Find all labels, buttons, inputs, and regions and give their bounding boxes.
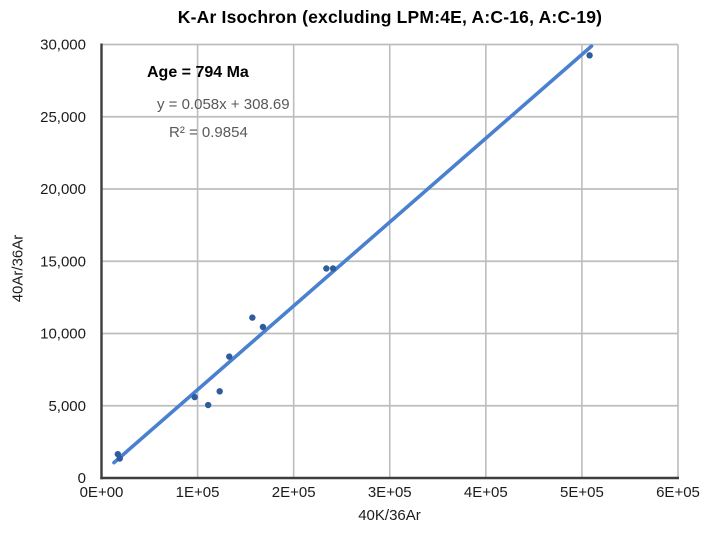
x-tick-label: 5E+05: [560, 484, 604, 501]
trendline: [112, 44, 594, 465]
y-tick-label: 20,000: [40, 181, 86, 198]
data-point: [329, 265, 337, 272]
y-tick-label: 25,000: [40, 109, 86, 126]
y-tick-label: 30,000: [40, 37, 86, 54]
y-tick-label: 5,000: [48, 398, 86, 415]
x-tick-label: 0E+00: [80, 484, 124, 501]
x-axis-title: 40K/36Ar: [358, 507, 421, 524]
data-point: [249, 314, 256, 321]
r-squared-label: R² = 0.9854: [169, 124, 248, 141]
trendline-equation-label: y = 0.058x + 308.69: [157, 96, 290, 113]
y-tick-label: 15,000: [40, 253, 86, 270]
x-tick-label: 4E+05: [464, 484, 508, 501]
y-tick-label: 0: [78, 470, 86, 487]
data-point: [216, 388, 223, 395]
y-tick-label: 10,000: [40, 326, 86, 343]
x-tick-label: 6E+05: [656, 484, 700, 501]
x-tick-label: 3E+05: [368, 484, 412, 501]
x-tick-label: 1E+05: [176, 484, 220, 501]
data-point: [323, 265, 330, 272]
x-tick-label: 2E+05: [272, 484, 316, 501]
data-point: [259, 323, 267, 331]
data-point: [191, 393, 198, 401]
data-point: [586, 52, 593, 59]
data-point: [116, 455, 123, 462]
age-annotation: Age = 794 Ma: [147, 64, 249, 81]
data-point: [226, 353, 233, 360]
data-point: [204, 401, 212, 409]
y-axis-title: 40Ar/36Ar: [9, 234, 27, 303]
chart-title: K-Ar Isochron (excluding LPM:4E, A:C-16,…: [177, 7, 603, 27]
